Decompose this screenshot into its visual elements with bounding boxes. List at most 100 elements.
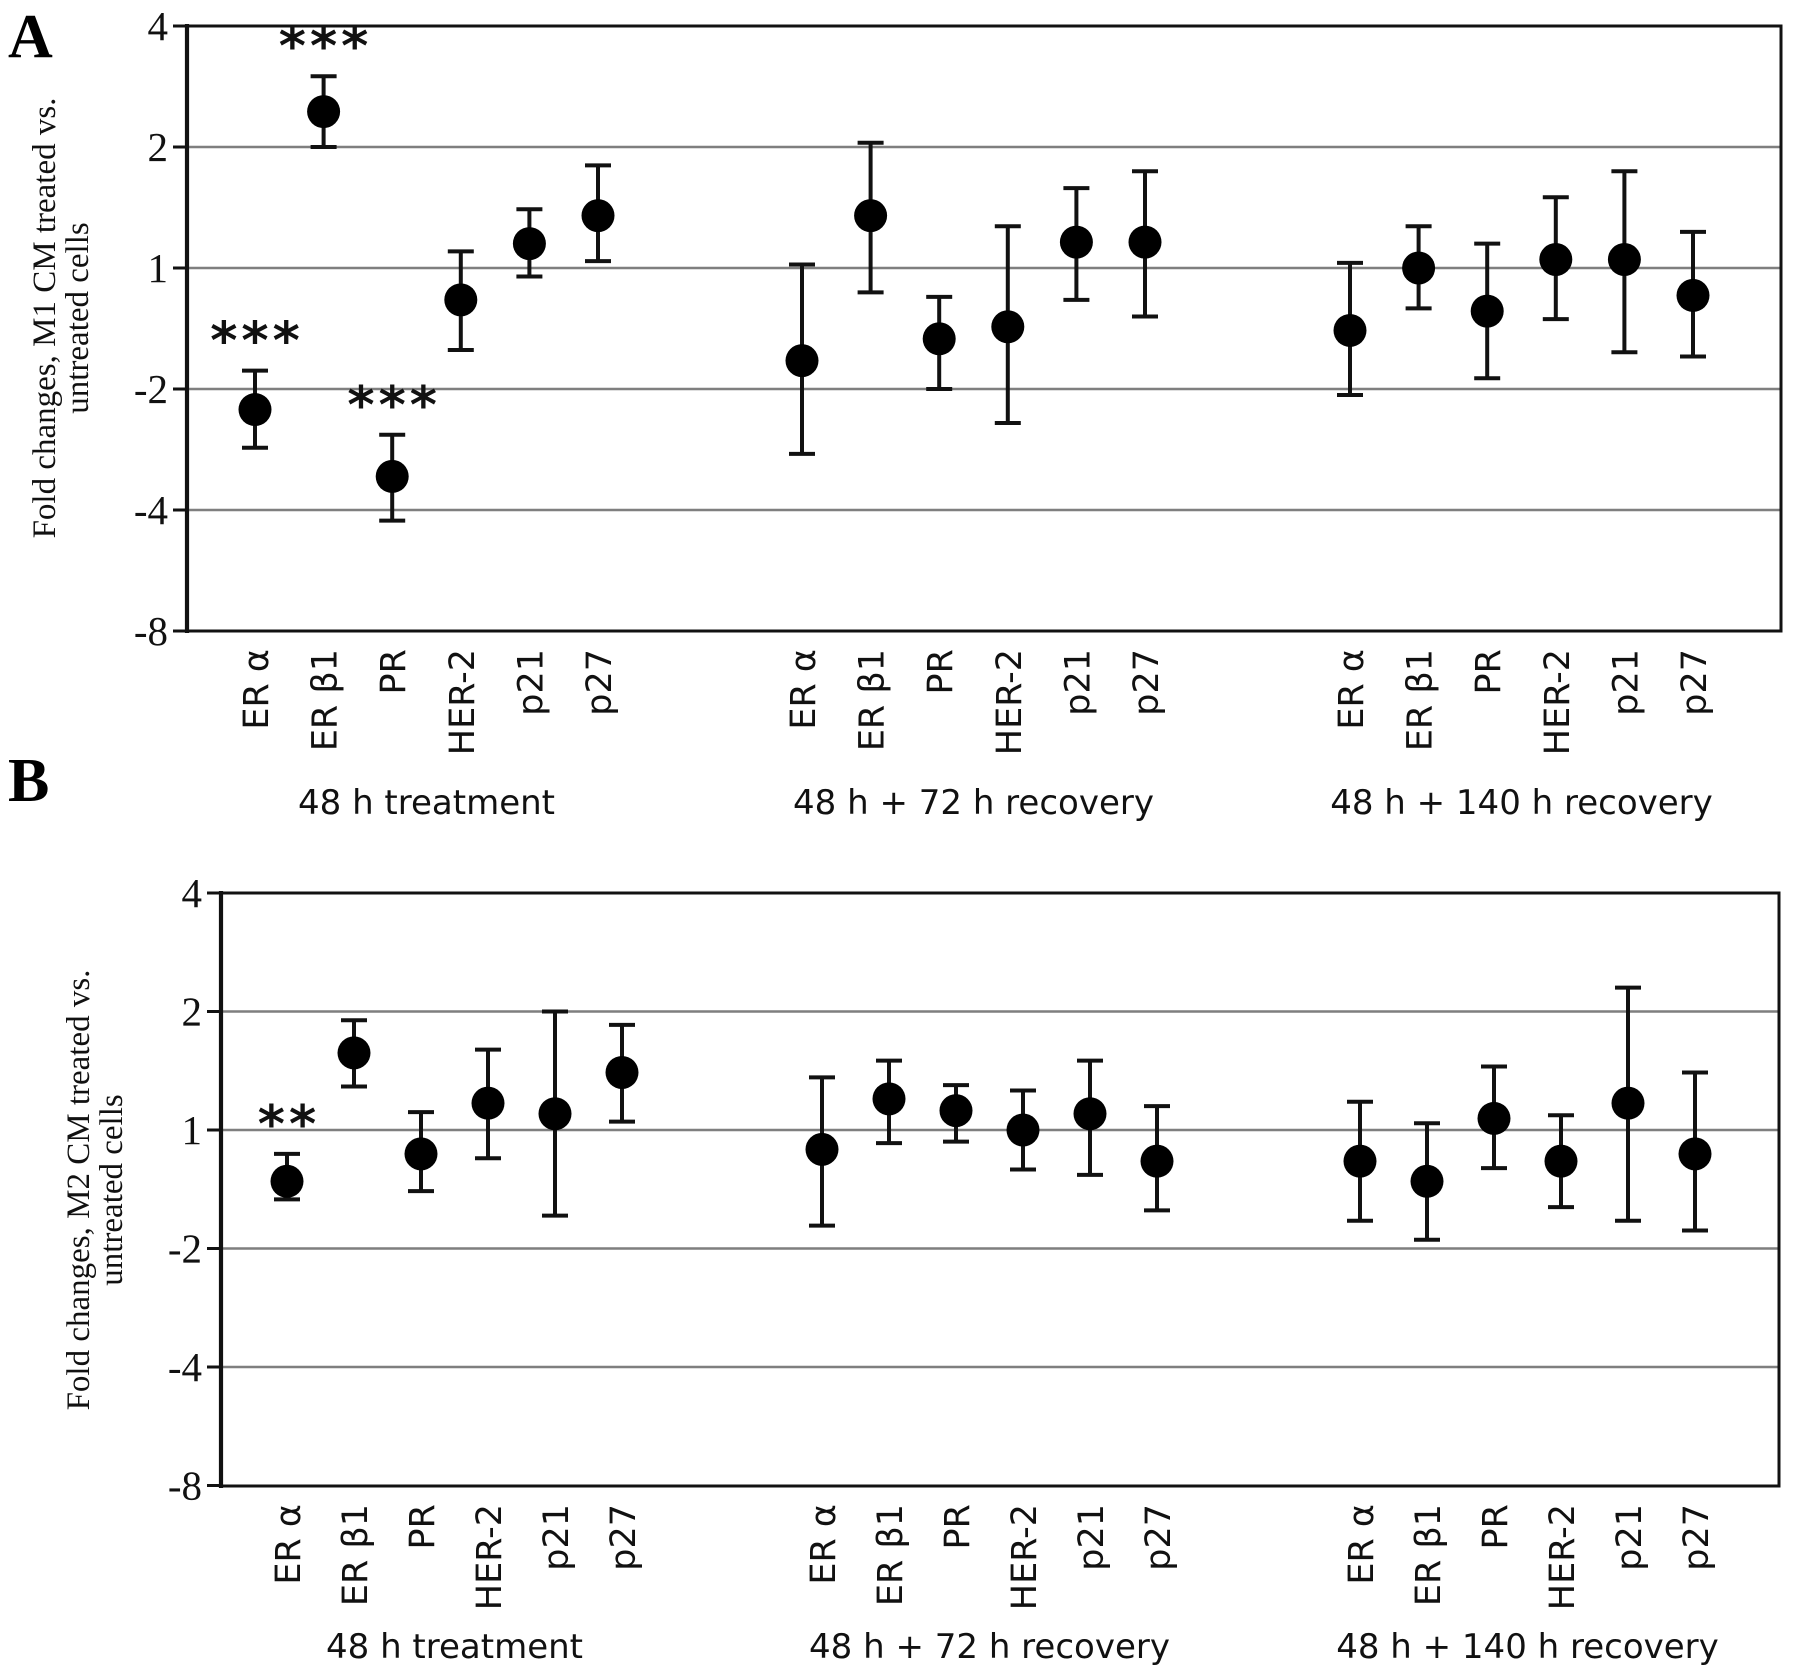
data-point [605, 1055, 639, 1089]
x-category-label: p21 [537, 1504, 577, 1571]
y-tick-label: -8 [168, 1463, 202, 1509]
data-point [1140, 1144, 1174, 1178]
data-point [872, 1082, 906, 1116]
plot-border [185, 24, 1783, 633]
y-tick-label: -8 [134, 608, 168, 654]
data-point [307, 95, 341, 129]
data-point [939, 1094, 973, 1128]
data-point [1470, 294, 1504, 328]
y-tick-label: -2 [168, 1226, 202, 1272]
data-point [1477, 1101, 1511, 1135]
data-point [375, 459, 409, 493]
y-axis-title-line: Fold changes, M1 CM treated vs. [27, 98, 63, 539]
y-tick-label: -2 [134, 366, 168, 412]
x-category-label: ER β1 [336, 1504, 376, 1606]
panel-b-letter: B [8, 747, 50, 815]
group-label: 48 h treatment [326, 1627, 583, 1667]
data-point [512, 227, 546, 261]
y-axis-title-line: untreated cells [60, 222, 96, 414]
y-axis-title-line: Fold changes, M2 CM treated vs. [61, 970, 97, 1411]
y-tick-label: 4 [148, 3, 169, 49]
data-point [805, 1132, 839, 1166]
data-point [1539, 242, 1573, 276]
data-point [1343, 1144, 1377, 1178]
x-category-label: PR [921, 649, 961, 694]
x-category-label: HER-2 [1543, 1504, 1583, 1610]
y-tick-label: 2 [182, 989, 203, 1035]
x-category-label: HER-2 [990, 649, 1030, 755]
x-category-label: p27 [580, 649, 620, 716]
y-tick-label: -4 [134, 487, 168, 533]
panel-a-letter: A [8, 3, 53, 71]
significance-asterisks: ** [258, 1095, 320, 1155]
significance-asterisks: *** [210, 312, 304, 372]
plot-border [219, 891, 1781, 1488]
data-point [1410, 1164, 1444, 1198]
x-category-label: p27 [1127, 649, 1167, 716]
y-tick-label: 4 [182, 870, 203, 916]
y-axis-title-line: untreated cells [94, 1094, 130, 1286]
data-point [1544, 1144, 1578, 1178]
data-point [922, 322, 956, 356]
x-category-label: ER α [1342, 1504, 1382, 1585]
significance-asterisks: *** [279, 17, 373, 77]
data-point [238, 393, 272, 427]
y-tick-label: 1 [182, 1107, 203, 1153]
data-point [1073, 1097, 1107, 1131]
x-category-label: HER-2 [470, 1504, 510, 1610]
data-point [337, 1036, 371, 1070]
x-category-label: ER β1 [1409, 1504, 1449, 1606]
x-category-label: PR [1469, 649, 1509, 694]
x-category-label: ER β1 [306, 649, 346, 751]
data-point [1059, 225, 1093, 259]
x-category-label: p21 [1606, 649, 1646, 716]
x-category-label: ER β1 [871, 1504, 911, 1606]
data-point [1676, 278, 1710, 312]
group-label: 48 h + 140 h recovery [1336, 1627, 1719, 1667]
x-category-label: ER α [1332, 649, 1372, 730]
data-point [1128, 225, 1162, 259]
x-category-label: PR [938, 1504, 978, 1549]
x-category-label: ER α [269, 1504, 309, 1585]
x-category-label: p27 [1675, 649, 1715, 716]
data-point [854, 199, 888, 233]
x-category-label: p21 [1072, 1504, 1112, 1571]
x-category-label: HER-2 [1005, 1504, 1045, 1610]
x-category-label: ER α [237, 649, 277, 730]
group-label: 48 h treatment [298, 783, 555, 823]
y-tick-label: 1 [148, 245, 169, 291]
x-category-label: p21 [511, 649, 551, 716]
data-point [444, 283, 478, 317]
data-point [785, 344, 819, 378]
group-label: 48 h + 72 h recovery [809, 1627, 1170, 1667]
x-category-label: ER α [784, 649, 824, 730]
y-tick-label: -4 [168, 1344, 202, 1390]
x-category-label: p27 [1677, 1504, 1717, 1571]
significance-asterisks: *** [347, 376, 441, 436]
data-point [1678, 1137, 1712, 1171]
x-category-label: p21 [1058, 649, 1098, 716]
x-category-label: PR [1476, 1504, 1516, 1549]
x-category-label: HER-2 [443, 649, 483, 755]
y-tick-label: 2 [148, 124, 169, 170]
x-category-label: p27 [604, 1504, 644, 1571]
group-label: 48 h + 140 h recovery [1330, 783, 1713, 823]
data-point [1006, 1113, 1040, 1147]
data-point [581, 199, 615, 233]
x-category-label: ER α [804, 1504, 844, 1585]
group-label: 48 h + 72 h recovery [793, 783, 1154, 823]
data-point [1333, 313, 1367, 347]
x-category-label: p21 [1610, 1504, 1650, 1571]
x-category-label: HER-2 [1538, 649, 1578, 755]
x-category-label: ER β1 [1401, 649, 1441, 751]
x-category-label: PR [403, 1504, 443, 1549]
data-point [1402, 251, 1436, 285]
data-point [1607, 242, 1641, 276]
data-point [991, 310, 1025, 344]
x-category-label: PR [374, 649, 414, 694]
x-category-label: ER β1 [853, 649, 893, 751]
data-point [1611, 1086, 1645, 1120]
data-point [471, 1086, 505, 1120]
